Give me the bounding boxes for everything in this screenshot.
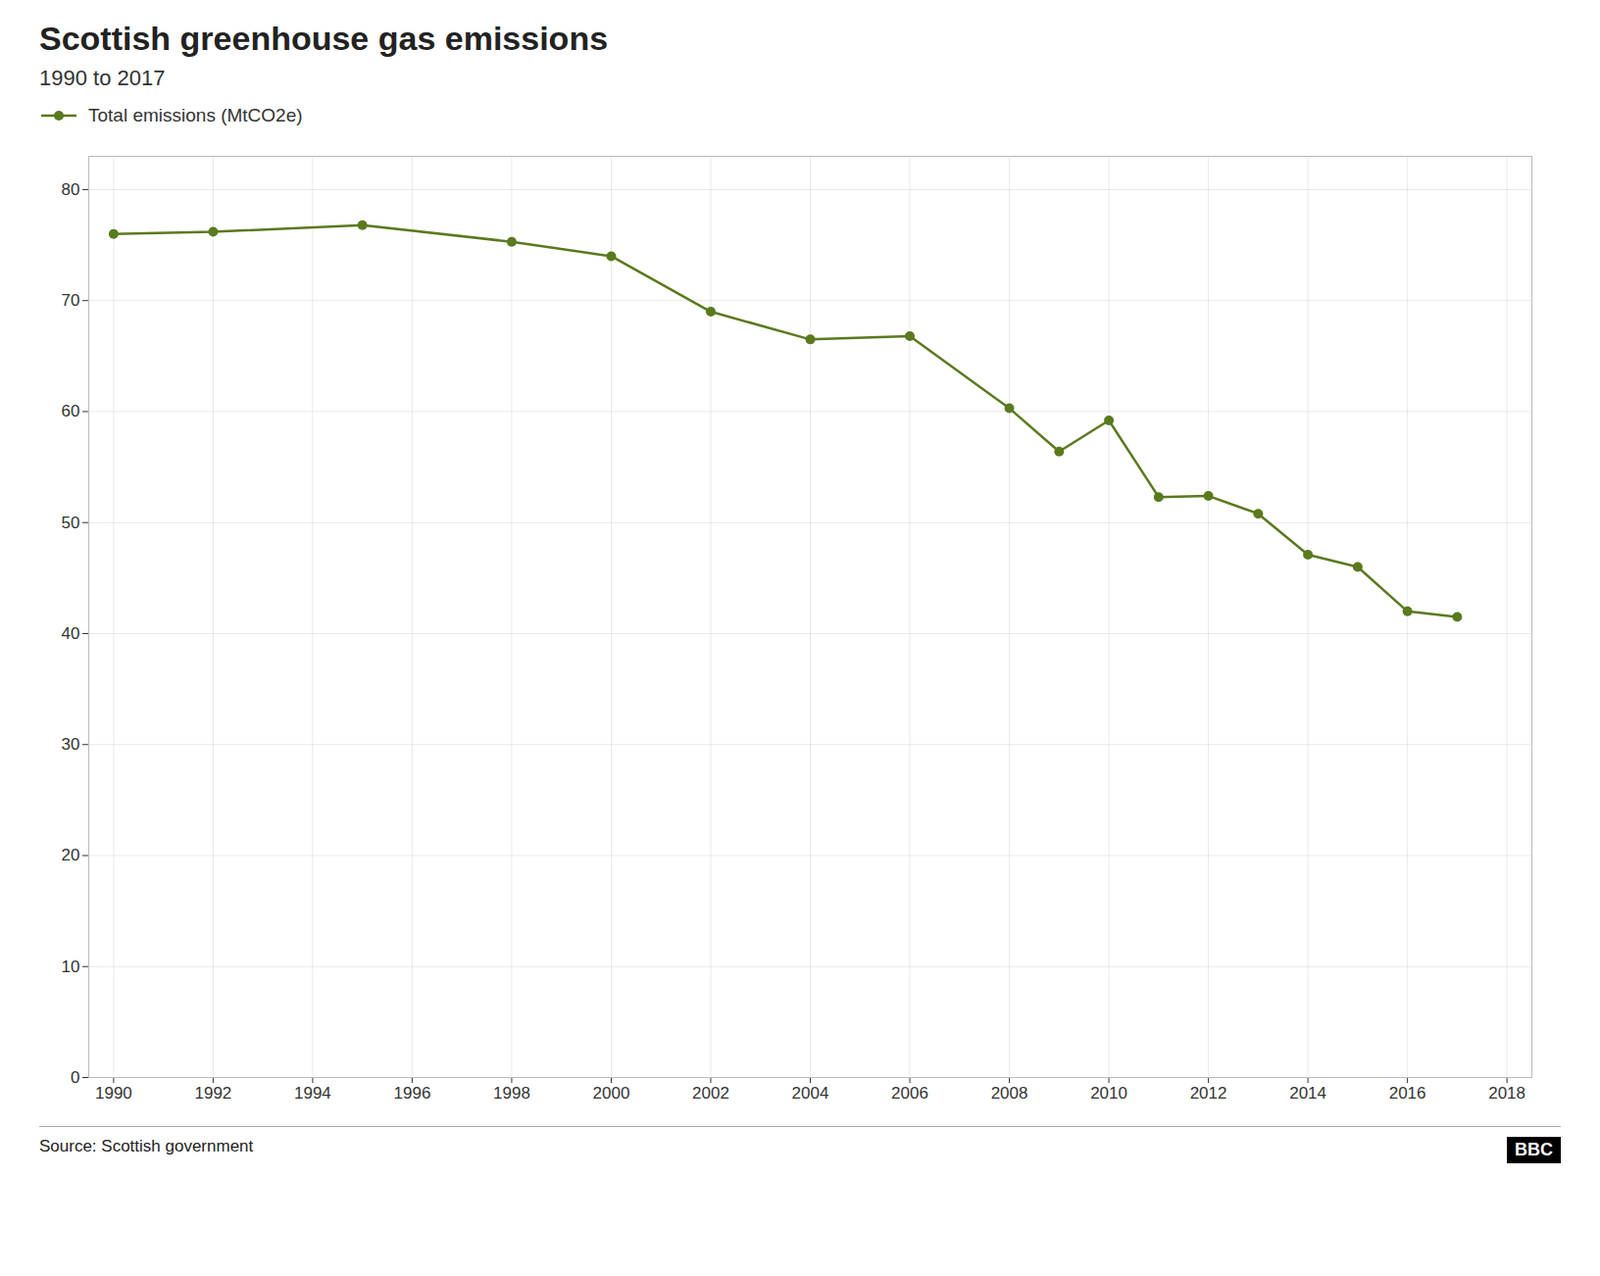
html-text:BBC: BBC	[1514, 1140, 1553, 1160]
svg-text:60: 60	[61, 401, 81, 421]
svg-text:70: 70	[61, 291, 81, 310]
svg-text:2014: 2014	[1289, 1084, 1327, 1103]
html-text:Source: Scottish government: Source: Scottish government	[39, 1137, 254, 1156]
svg-text:80: 80	[61, 180, 81, 200]
svg-text:2018: 2018	[1488, 1084, 1526, 1103]
svg-text:2006: 2006	[891, 1084, 929, 1103]
svg-text:2016: 2016	[1389, 1084, 1427, 1103]
svg-text:1998: 1998	[493, 1084, 531, 1103]
svg-text:2000: 2000	[593, 1084, 631, 1103]
svg-text:2012: 2012	[1190, 1084, 1228, 1103]
html-text:1990 to 2017: 1990 to 2017	[39, 65, 166, 91]
svg-text:1994: 1994	[294, 1084, 332, 1103]
html-text:Scottish greenhouse gas emissi: Scottish greenhouse gas emissions	[39, 19, 608, 57]
svg-text:50: 50	[61, 513, 81, 533]
svg-text:20: 20	[61, 846, 81, 865]
svg-text:10: 10	[61, 957, 81, 977]
svg-text:30: 30	[61, 735, 81, 754]
svg-text:1992: 1992	[194, 1084, 232, 1103]
svg-text:2010: 2010	[1090, 1084, 1128, 1103]
svg-text:2002: 2002	[692, 1084, 730, 1103]
svg-text:2008: 2008	[991, 1084, 1029, 1103]
svg-text:1990: 1990	[95, 1084, 133, 1103]
svg-text:0: 0	[70, 1068, 80, 1088]
html-text:Total emissions (MtCO2e): Total emissions (MtCO2e)	[88, 104, 303, 126]
svg-text:2004: 2004	[792, 1084, 830, 1103]
svg-text:1996: 1996	[394, 1084, 432, 1103]
svg-text:40: 40	[61, 624, 81, 644]
